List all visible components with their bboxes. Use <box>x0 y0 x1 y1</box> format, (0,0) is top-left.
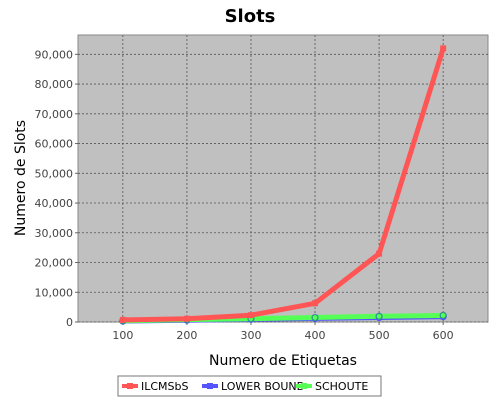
data-point <box>247 312 254 319</box>
legend-marker <box>207 383 213 389</box>
y-tick-label: 90,000 <box>35 48 74 61</box>
legend: ILCMSbS LOWER BOUND SCHOUTE <box>122 380 368 393</box>
y-tick-label: 20,000 <box>35 257 74 270</box>
y-tick-label: 30,000 <box>35 227 74 240</box>
legend-item-ilcmsbs: ILCMSbS <box>122 380 189 393</box>
data-point <box>119 316 126 323</box>
y-tick-label: 40,000 <box>35 197 74 210</box>
series-lines <box>119 45 447 325</box>
data-point <box>311 313 319 322</box>
x-axis-label: Numero de Etiquetas <box>209 353 357 369</box>
legend-label: ILCMSbS <box>141 380 189 393</box>
y-axis-label: Numero de Slots <box>13 120 29 236</box>
legend-marker <box>127 383 133 389</box>
data-point <box>376 250 383 257</box>
legend-label: LOWER BOUND <box>221 380 305 393</box>
data-point <box>312 300 319 307</box>
y-tick-label: 80,000 <box>35 78 74 91</box>
y-tick-label: 10,000 <box>35 286 74 299</box>
legend-label: SCHOUTE <box>315 380 368 393</box>
x-tick-label: 400 <box>305 329 326 342</box>
x-tick-label: 100 <box>112 329 133 342</box>
y-tick-label: 70,000 <box>35 108 74 121</box>
x-tick-label: 600 <box>433 329 454 342</box>
y-tick-label: 60,000 <box>35 138 74 151</box>
legend-item-schoute: SCHOUTE <box>296 380 368 393</box>
y-axis-ticks: 0 10,000 20,000 30,000 40,000 50,000 60,000 70,… <box>35 48 78 329</box>
data-point <box>439 311 447 320</box>
series-ilcmsbs <box>119 45 447 323</box>
data-point <box>183 315 190 322</box>
legend-box <box>117 375 382 397</box>
x-tick-label: 200 <box>176 329 197 342</box>
chart-title: Slots <box>225 6 276 27</box>
x-tick-label: 300 <box>240 329 261 342</box>
data-point <box>440 45 447 52</box>
series-line <box>120 45 446 323</box>
legend-marker <box>301 383 307 389</box>
y-tick-label: 0 <box>66 316 73 329</box>
data-point <box>375 312 383 320</box>
y-tick-label: 50,000 <box>35 167 74 180</box>
x-tick-label: 500 <box>369 329 390 342</box>
legend-item-lower-bound: LOWER BOUND <box>202 380 305 393</box>
plot-area <box>77 34 489 323</box>
gridlines <box>78 35 488 323</box>
x-axis-ticks: 100 200 300 400 500 600 <box>112 322 454 342</box>
